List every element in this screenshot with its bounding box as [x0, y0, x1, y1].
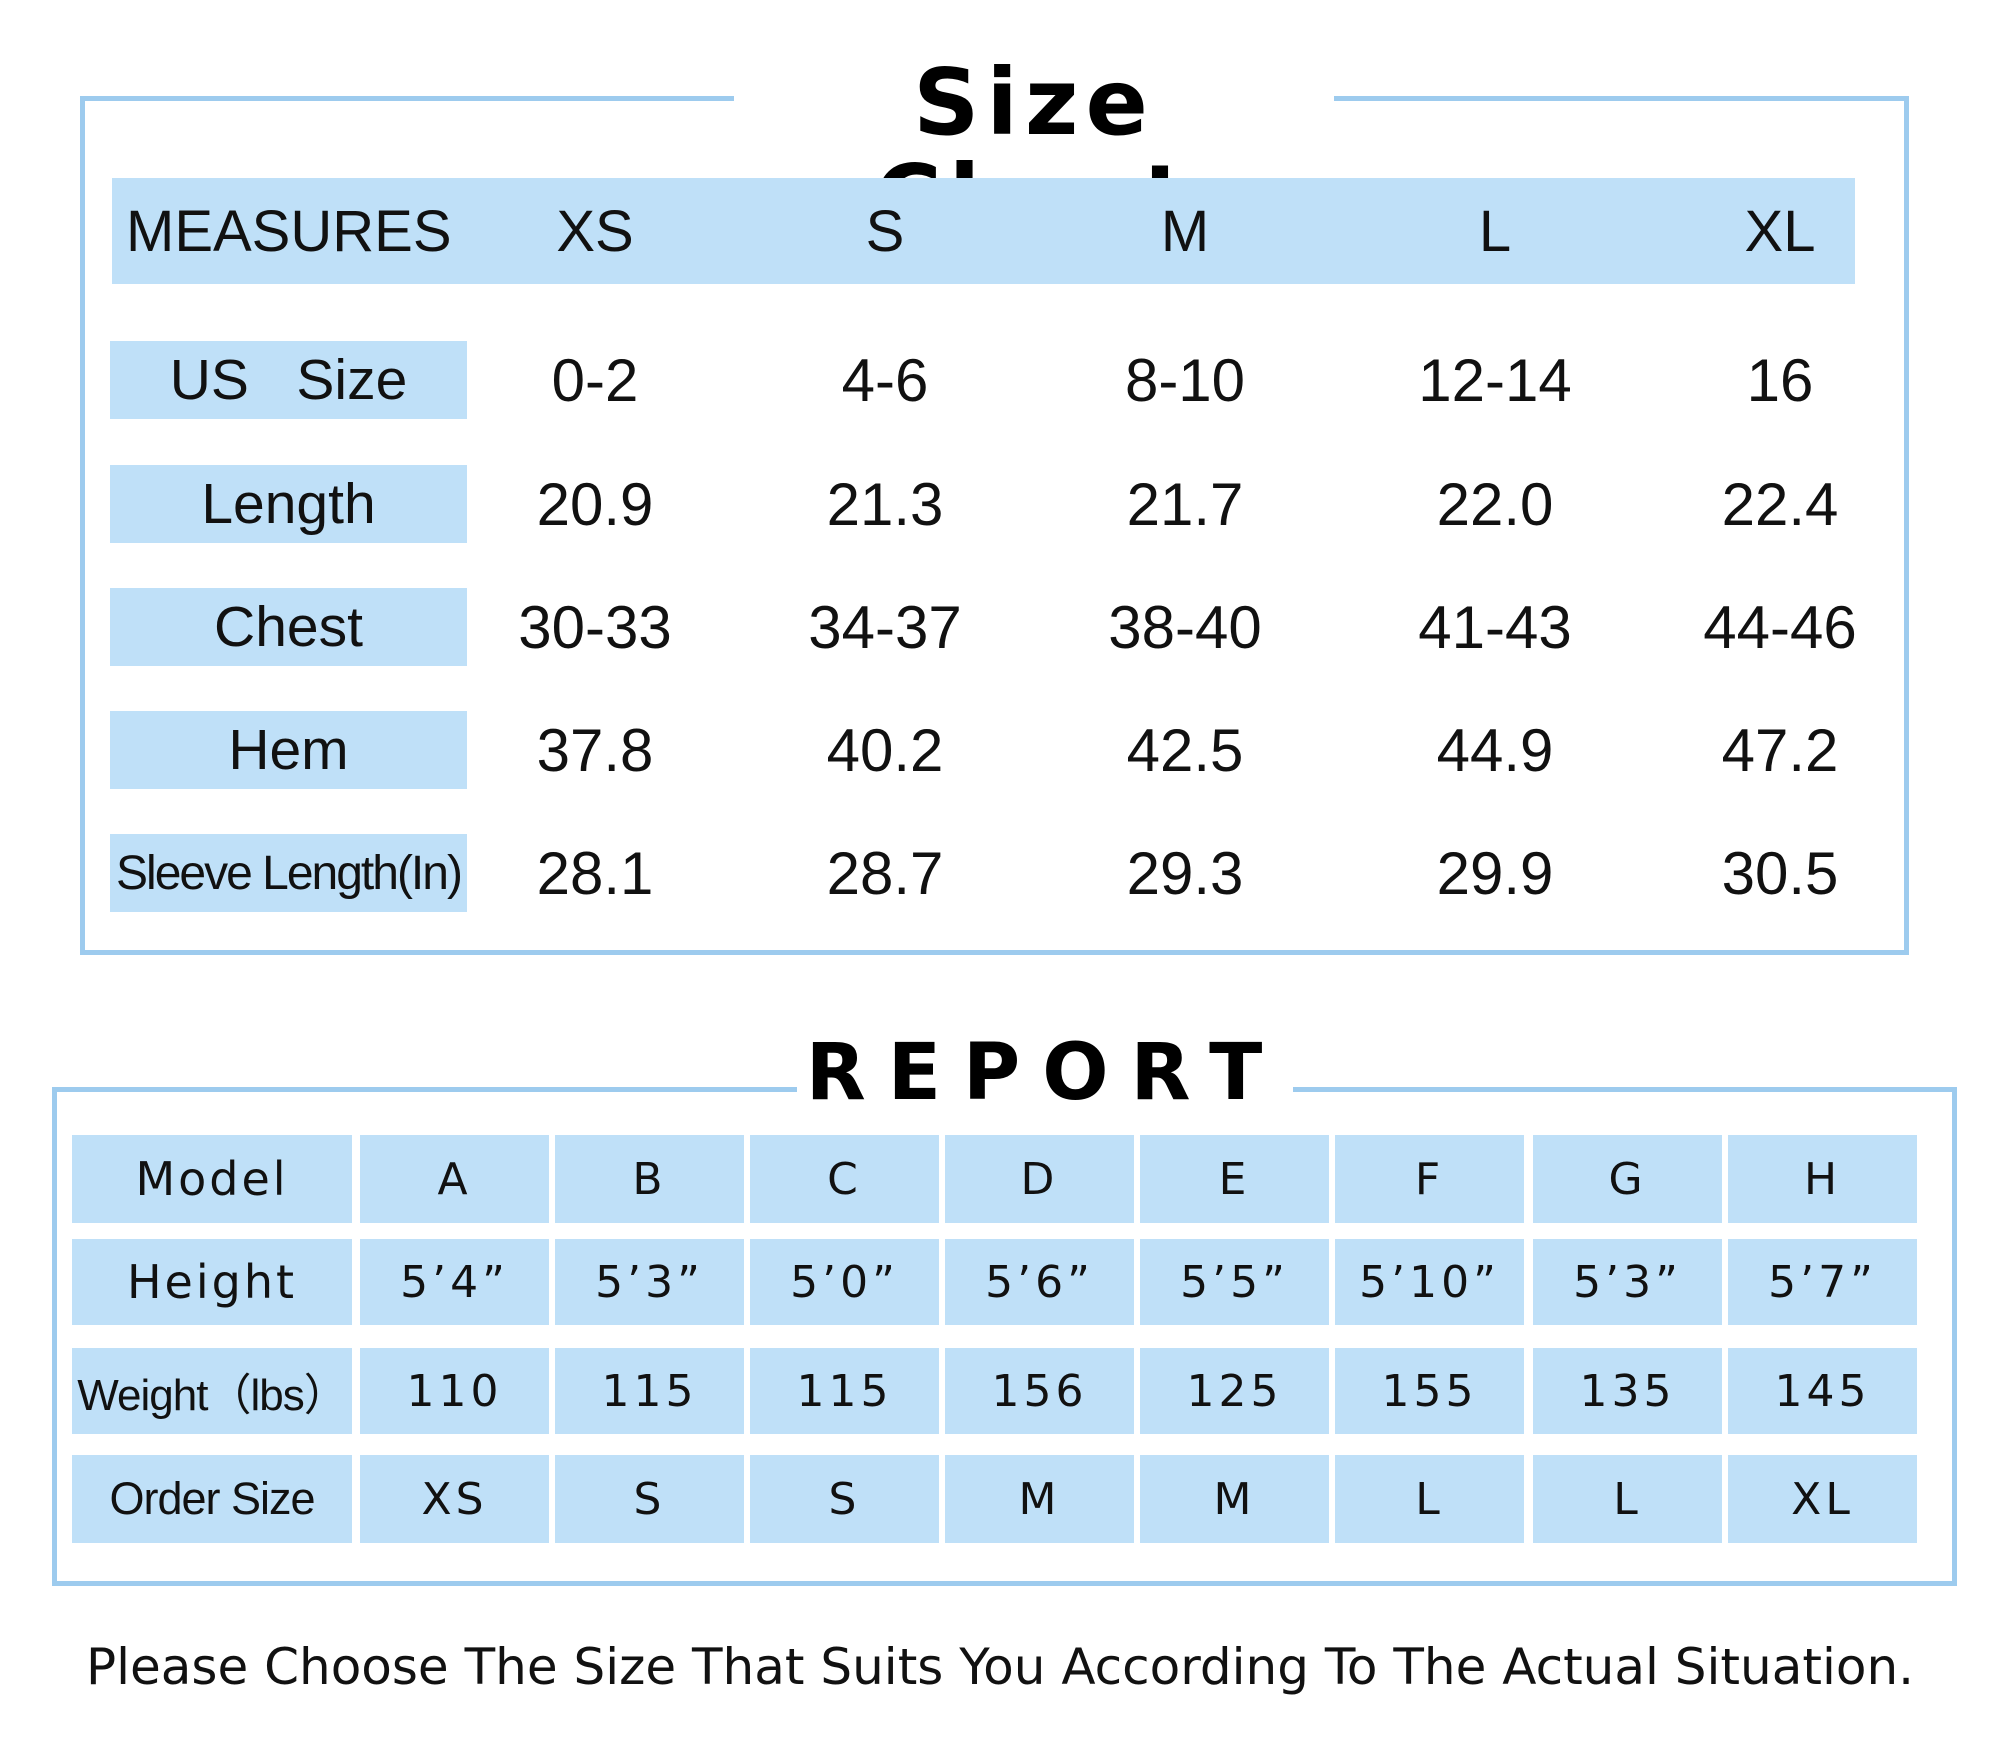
report-cell: 115	[750, 1348, 939, 1434]
report-cell: 5’10”	[1335, 1239, 1524, 1325]
report-cell: XL	[1728, 1455, 1917, 1543]
report-cell: 5’5”	[1140, 1239, 1329, 1325]
report-label-height: Height	[72, 1239, 352, 1325]
cell-value: 44-46	[1703, 593, 1857, 661]
cell-value: 20.9	[536, 470, 654, 538]
report-cell: L	[1533, 1455, 1722, 1543]
cell-value: 38-40	[1108, 593, 1262, 661]
report-cell: A	[360, 1135, 549, 1223]
report-cell: 5’6”	[945, 1239, 1134, 1325]
report-cell: 5’7”	[1728, 1239, 1917, 1325]
cell-value: 34-37	[808, 593, 962, 661]
cell-value: 22.0	[1436, 470, 1554, 538]
cell-value: 30-33	[518, 593, 672, 661]
report-label-weight: Weight（lbs）	[72, 1348, 352, 1434]
header-xs: XS	[556, 198, 634, 264]
cell-value: 16	[1746, 346, 1814, 414]
report-cell: 135	[1533, 1348, 1722, 1434]
header-m: M	[1160, 198, 1210, 264]
cell-value: 0-2	[551, 346, 639, 414]
cell-value: 29.9	[1436, 839, 1554, 907]
cell-value: 40.2	[826, 716, 944, 784]
report-cell: M	[945, 1455, 1134, 1543]
report-cell: D	[945, 1135, 1134, 1223]
report-cell: 125	[1140, 1348, 1329, 1434]
report-cell: 156	[945, 1348, 1134, 1434]
cell-value: 42.5	[1126, 716, 1244, 784]
report-title: REPORT	[797, 1030, 1293, 1116]
report-cell: S	[555, 1455, 744, 1543]
report-cell: M	[1140, 1455, 1329, 1543]
report-cell: 145	[1728, 1348, 1917, 1434]
size-chart-title: Size Chart	[734, 55, 1334, 247]
report-label-model: Model	[72, 1135, 352, 1223]
cell-value: 30.5	[1721, 839, 1839, 907]
cell-value: 47.2	[1721, 716, 1839, 784]
row-label-chest: Chest	[110, 588, 467, 666]
report-cell: B	[555, 1135, 744, 1223]
cell-value: 8-10	[1124, 346, 1246, 414]
report-cell: 115	[555, 1348, 744, 1434]
footer-note: Please Choose The Size That Suits You Ac…	[85, 1638, 1915, 1696]
row-label-hem: Hem	[110, 711, 467, 789]
report-cell: C	[750, 1135, 939, 1223]
row-label-length: Length	[110, 465, 467, 543]
cell-value: 22.4	[1721, 470, 1839, 538]
header-measures: MEASURES	[126, 198, 452, 264]
cell-value: 37.8	[536, 716, 654, 784]
report-cell: XS	[360, 1455, 549, 1543]
report-cell: 155	[1335, 1348, 1524, 1434]
report-cell: G	[1533, 1135, 1722, 1223]
cell-value: 4-6	[841, 346, 929, 414]
cell-value: 21.3	[826, 470, 944, 538]
row-label-sleeve-length: Sleeve Length(In)	[110, 834, 467, 912]
cell-value: 41-43	[1418, 593, 1572, 661]
header-xl: XL	[1744, 198, 1816, 264]
report-label-order-size: Order Size	[72, 1455, 352, 1543]
report-cell: L	[1335, 1455, 1524, 1543]
cell-value: 12-14	[1418, 346, 1572, 414]
report-cell: 5’3”	[1533, 1239, 1722, 1325]
cell-value: 28.7	[826, 839, 944, 907]
report-cell: 5’0”	[750, 1239, 939, 1325]
report-cell: 5’3”	[555, 1239, 744, 1325]
size-chart-header-band	[112, 178, 1855, 284]
report-cell: S	[750, 1455, 939, 1543]
cell-value: 29.3	[1126, 839, 1244, 907]
row-label-us-size: US Size	[110, 341, 467, 419]
report-cell: F	[1335, 1135, 1524, 1223]
cell-value: 21.7	[1126, 470, 1244, 538]
report-cell: 110	[360, 1348, 549, 1434]
header-s: S	[865, 198, 905, 264]
cell-value: 28.1	[536, 839, 654, 907]
report-cell: E	[1140, 1135, 1329, 1223]
report-cell: 5’4”	[360, 1239, 549, 1325]
header-l: L	[1478, 198, 1512, 264]
cell-value: 44.9	[1436, 716, 1554, 784]
report-cell: H	[1728, 1135, 1917, 1223]
